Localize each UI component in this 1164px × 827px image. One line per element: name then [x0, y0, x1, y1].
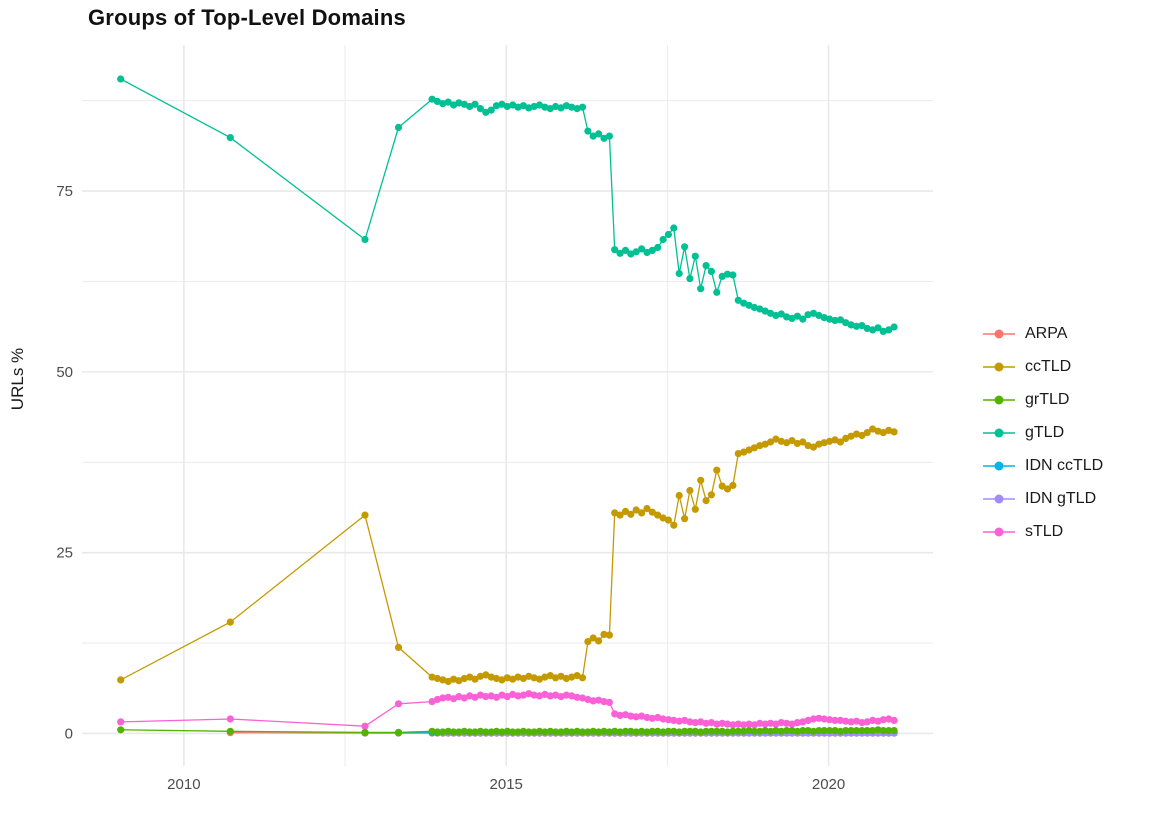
legend-label: ccTLD: [1025, 357, 1072, 375]
legend-key-icon: [983, 461, 1015, 470]
y-axis-title: URLs %: [8, 347, 27, 411]
gridlines-major: [82, 45, 933, 766]
series-points-grtld: [117, 726, 898, 737]
legend-item-idn-cctld: IDN ccTLD: [983, 449, 1103, 482]
legend-label: sTLD: [1025, 522, 1064, 540]
x-tick-label: 2010: [167, 776, 200, 793]
series-line-gtld: [120, 78, 895, 333]
chart-title: Groups of Top-Level Domains: [88, 5, 406, 30]
legend-key-icon: [983, 428, 1015, 437]
legend-label: IDN gTLD: [1025, 489, 1097, 507]
gridlines-minor: [82, 45, 933, 766]
series-points: [117, 75, 898, 737]
legend-item-cctld: ccTLD: [983, 350, 1103, 383]
legend-item-gtld: gTLD: [983, 416, 1103, 449]
series-lines: [120, 78, 895, 734]
legend-key-icon: [983, 329, 1015, 338]
legend-key-icon: [983, 527, 1015, 536]
legend-key-icon: [983, 362, 1015, 371]
y-tick-label: 25: [56, 545, 73, 562]
legend-label: ARPA: [1025, 324, 1068, 342]
legend-key-icon: [983, 395, 1015, 404]
legend-item-idn-gtld: IDN gTLD: [983, 482, 1103, 515]
legend-item-arpa: ARPA: [983, 317, 1103, 350]
legend: ARPA ccTLD grTLD gTLD IDN ccTLD IDN gTLD sTLD: [983, 317, 1103, 548]
y-tick-label: 0: [65, 725, 73, 742]
legend-label: IDN ccTLD: [1025, 456, 1104, 474]
legend-key-icon: [983, 494, 1015, 503]
y-tick-label: 50: [56, 364, 73, 381]
legend-item-grtld: grTLD: [983, 383, 1103, 416]
series-points-gtld: [117, 75, 898, 335]
y-tick-label: 75: [56, 183, 73, 200]
legend-label: gTLD: [1025, 423, 1065, 441]
x-tick-label: 2015: [490, 776, 523, 793]
legend-label: grTLD: [1025, 390, 1070, 408]
x-tick-label: 2020: [812, 776, 845, 793]
series-points-cctld: [117, 425, 898, 686]
series-line-cctld: [120, 428, 895, 683]
legend-item-stld: sTLD: [983, 515, 1103, 548]
series-points-stld: [117, 690, 898, 730]
